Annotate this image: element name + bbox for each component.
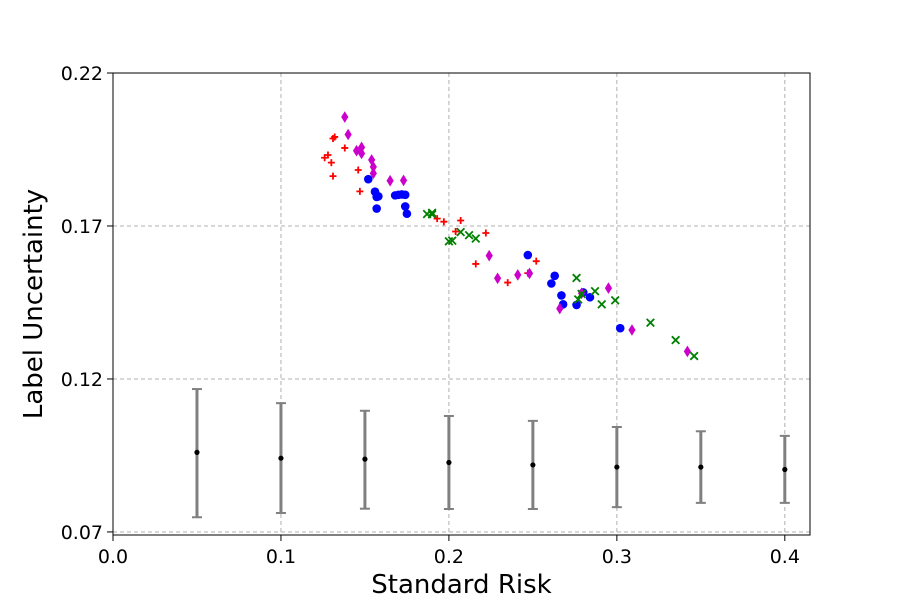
error-bar <box>443 414 454 510</box>
x-tick-label: 0.0 <box>98 546 128 568</box>
error-bar <box>275 402 286 514</box>
point-diamond <box>341 111 349 123</box>
x-axis-ticks: 0.0 0.1 0.2 0.3 0.4 <box>98 535 800 568</box>
point-x <box>572 273 581 283</box>
point-x <box>590 286 600 296</box>
y-tick-label: 0.17 <box>61 216 103 238</box>
error-bar-center-point <box>614 464 620 470</box>
x-tick-label: 0.3 <box>602 546 632 568</box>
point-plus <box>482 229 490 237</box>
point-circle <box>550 271 560 281</box>
point-x <box>573 294 583 304</box>
error-bar <box>779 434 790 504</box>
error-bar-center-point <box>194 449 200 455</box>
point-diamond <box>369 167 377 180</box>
error-bar <box>695 430 706 504</box>
y-axis-label: Label Uncertainty <box>19 189 49 419</box>
point-diamond <box>683 345 691 358</box>
point-plus <box>472 260 480 268</box>
point-circle <box>402 209 412 219</box>
point-diamond <box>352 144 361 157</box>
error-bar-center-point <box>446 459 452 466</box>
error-bars <box>191 388 790 519</box>
point-diamond <box>357 141 366 154</box>
point-plus <box>532 257 540 265</box>
point-plus <box>504 279 512 287</box>
point-circle <box>523 250 533 260</box>
point-diamond <box>494 272 502 285</box>
error-bar <box>359 409 370 510</box>
error-bar-center-point <box>782 466 788 473</box>
series-circle <box>363 174 625 333</box>
error-bar <box>611 425 622 509</box>
y-tick-label: 0.07 <box>61 522 103 544</box>
point-x <box>427 208 437 218</box>
point-diamond <box>386 174 394 187</box>
point-diamond <box>628 324 636 336</box>
x-tick-label: 0.1 <box>266 546 296 568</box>
point-circle <box>363 174 373 184</box>
x-tick-label: 0.2 <box>434 546 464 568</box>
point-x <box>689 351 699 361</box>
error-bar <box>191 388 202 519</box>
point-circle <box>374 192 383 201</box>
series-diamond <box>341 111 691 358</box>
point-x <box>597 299 607 309</box>
point-diamond <box>357 147 366 160</box>
point-plus <box>356 187 364 195</box>
point-circle <box>400 190 410 200</box>
plot-frame <box>112 72 811 536</box>
point-circle <box>372 204 381 213</box>
y-tick-label: 0.22 <box>61 63 103 85</box>
point-diamond <box>344 128 352 141</box>
point-circle <box>400 202 410 211</box>
error-bar-center-point <box>698 464 704 470</box>
point-plus <box>433 215 441 223</box>
point-plus <box>327 159 335 167</box>
y-axis-ticks: 0.07 0.12 0.17 0.22 <box>61 63 113 544</box>
point-plus <box>331 133 339 141</box>
point-plus <box>452 227 460 235</box>
point-circle <box>547 279 556 288</box>
point-plus <box>457 216 465 224</box>
error-bar-center-point <box>362 456 368 462</box>
data-points <box>321 111 699 361</box>
series-x <box>422 208 699 361</box>
error-bar-center-point <box>278 455 284 461</box>
point-x <box>456 227 466 237</box>
point-diamond <box>525 267 534 280</box>
y-tick-label: 0.12 <box>61 369 103 391</box>
point-x <box>646 318 655 328</box>
point-plus <box>329 172 337 180</box>
x-tick-label: 0.4 <box>770 546 800 568</box>
error-bar <box>527 419 538 510</box>
point-x <box>610 295 620 305</box>
point-x <box>427 209 437 219</box>
point-plus <box>440 218 448 226</box>
grid-lines <box>112 72 810 535</box>
point-x <box>671 335 681 345</box>
error-bar-center-point <box>530 462 536 468</box>
point-diamond <box>368 154 376 166</box>
series-plus <box>321 133 540 287</box>
point-circle <box>557 291 566 300</box>
point-plus <box>341 144 349 152</box>
point-diamond <box>514 269 522 281</box>
point-diamond <box>604 282 613 294</box>
point-x <box>471 234 481 243</box>
point-diamond <box>485 249 493 262</box>
point-x <box>577 289 587 299</box>
point-x <box>464 230 474 240</box>
point-plus <box>324 151 332 159</box>
point-plus <box>354 166 362 174</box>
point-circle <box>615 323 625 333</box>
x-axis-label: Standard Risk <box>371 570 551 600</box>
point-diamond <box>556 302 564 315</box>
point-diamond <box>399 174 408 187</box>
point-diamond <box>369 161 377 173</box>
point-x <box>447 236 457 246</box>
